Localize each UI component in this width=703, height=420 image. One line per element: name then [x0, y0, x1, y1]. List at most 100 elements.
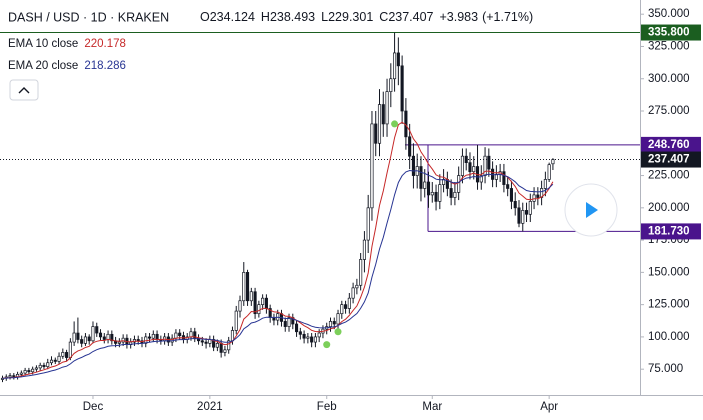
candle-body [423, 181, 427, 189]
candle-body [344, 304, 348, 309]
signal-dot [323, 341, 331, 349]
candle-body [434, 191, 438, 202]
ohlc-value: 234.124 [210, 10, 255, 24]
candle-body [174, 332, 178, 339]
price-label: 237.407 [648, 154, 690, 166]
candle-body [426, 181, 431, 196]
candle-body [411, 155, 415, 176]
candle-body [61, 352, 65, 357]
candle-body [543, 179, 547, 189]
candle-body [385, 91, 389, 125]
candle-body [65, 352, 69, 358]
candle-body [46, 362, 50, 367]
candle-body [396, 52, 400, 67]
candle-body [0, 377, 5, 380]
ema-line [2, 121, 554, 379]
candle-body [253, 291, 257, 315]
candle-body [204, 341, 208, 344]
candle-body [298, 331, 302, 335]
ohlc-key: H [261, 10, 270, 24]
candle-body [351, 287, 355, 299]
candle-body [359, 259, 363, 286]
candle-body [91, 326, 95, 342]
candle-body [87, 336, 91, 342]
candle-body [151, 333, 155, 339]
y-tick-label: 150.000 [648, 266, 690, 278]
collapse-button[interactable] [9, 79, 39, 101]
candle-body [381, 104, 385, 125]
candle-body [400, 65, 404, 112]
legend-entry: EMA 10 close 220.178 [8, 38, 126, 50]
candle-body [362, 239, 366, 260]
candle-body [223, 349, 227, 353]
candle-body [528, 201, 532, 215]
candle-body [27, 370, 31, 373]
candle-body [332, 321, 336, 325]
candle-body [366, 207, 370, 241]
collapse-icon[interactable] [18, 87, 30, 94]
candle-body [68, 341, 72, 358]
candle-body [102, 336, 106, 340]
legend-entry: EMA 20 close 218.286 [8, 60, 126, 72]
candle-body [506, 184, 510, 189]
candle-body [110, 333, 114, 342]
candle-body [355, 284, 359, 289]
y-tick-label: 300.000 [648, 73, 690, 85]
candle-body [453, 191, 457, 198]
candle-body [374, 123, 378, 144]
play-icon[interactable] [586, 202, 598, 218]
candle-body [328, 321, 333, 327]
y-tick-label: 200.000 [648, 202, 690, 214]
candle-body [72, 332, 76, 343]
ema-line [2, 169, 554, 379]
candle-body [83, 336, 87, 344]
candle-body [389, 78, 393, 93]
candle-body [261, 297, 265, 305]
candle-body [521, 210, 525, 224]
candle-body [536, 194, 540, 198]
y-tick-label: 125.000 [648, 299, 690, 311]
candle-body [457, 175, 461, 193]
candle-body [547, 164, 551, 180]
candle-body [38, 364, 42, 369]
candle-body [31, 368, 35, 373]
x-tick-label: Mar [422, 401, 442, 413]
y-tick-label: 325.000 [648, 41, 690, 53]
ohlc-readout: O234.124 H238.493 L229.301 C237.407 +3.983 (+… [200, 10, 533, 24]
price-label: 248.760 [648, 139, 690, 151]
change-pct: (+1.71%) [482, 10, 533, 24]
candle-body [227, 340, 231, 351]
legend: EMA 10 close 220.178 EMA 20 close 218.286 [8, 38, 126, 72]
legend-value: 220.178 [84, 38, 126, 50]
candle-body [287, 317, 291, 327]
price-label-box [641, 151, 701, 168]
candle-body [23, 370, 27, 374]
candle-body [230, 330, 235, 342]
price-label-box [641, 223, 701, 240]
candle-body [155, 333, 159, 340]
candle-body [487, 155, 491, 170]
candle-body [464, 155, 468, 163]
change: +3.983 [440, 10, 479, 24]
candle-body [98, 332, 103, 338]
candle-body [117, 341, 121, 344]
candle-body [430, 191, 434, 196]
candle-body [347, 297, 351, 309]
legend-name: EMA 10 close [8, 38, 78, 50]
y-tick-label: 225.000 [648, 170, 690, 182]
candle-body [147, 336, 152, 339]
candle-body [438, 184, 442, 202]
price-label: 181.730 [648, 225, 690, 237]
candle-body [57, 355, 61, 362]
x-tick-label: Feb [317, 401, 337, 413]
candle-body [95, 326, 99, 334]
candle-body [257, 304, 261, 315]
collapse-button-frame[interactable] [9, 79, 39, 101]
candle-body [468, 162, 472, 173]
candle-body [12, 375, 16, 378]
play-button[interactable] [564, 183, 618, 237]
candle-body [524, 210, 529, 215]
candle-body [212, 339, 216, 348]
price-label: 335.800 [648, 27, 690, 39]
